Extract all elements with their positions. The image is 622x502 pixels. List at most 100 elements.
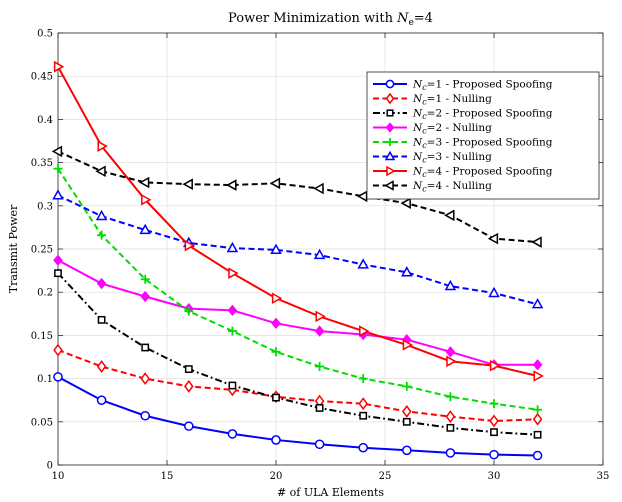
series-1 bbox=[53, 372, 543, 461]
data-point bbox=[531, 236, 542, 248]
legend-label: Nc=4 - Proposed Spoofing bbox=[412, 166, 553, 180]
data-point bbox=[384, 150, 396, 161]
data-point bbox=[53, 343, 63, 357]
data-point bbox=[315, 362, 325, 372]
data-point bbox=[138, 176, 150, 189]
data-point bbox=[489, 414, 499, 428]
legend-item: Nc=2 - Proposed Spoofing bbox=[373, 108, 553, 122]
data-point bbox=[314, 439, 325, 450]
axes: 10 15 20 25 30 35 0 0.05 0.1 0.15 0.2 0.25 0.3 0.35 0.… bbox=[31, 29, 610, 483]
y-tick-label: 0.4 bbox=[37, 115, 53, 126]
series-4 bbox=[53, 254, 543, 371]
chart-title: Power Minimization with Ne=4 bbox=[228, 11, 433, 28]
legend-item: Nc=4 - Proposed Spoofing bbox=[373, 166, 553, 180]
data-point bbox=[226, 241, 239, 253]
data-point bbox=[446, 355, 457, 368]
data-point bbox=[356, 190, 368, 203]
series-8 bbox=[51, 145, 542, 248]
data-point bbox=[402, 339, 414, 351]
legend-item: Nc=4 - Nulling bbox=[373, 180, 492, 194]
data-point bbox=[271, 347, 281, 357]
y-tick-label: 0.5 bbox=[37, 29, 53, 40]
data-point bbox=[184, 365, 193, 373]
data-point bbox=[140, 372, 150, 386]
data-point bbox=[140, 410, 150, 421]
data-point bbox=[358, 374, 368, 384]
data-point bbox=[359, 411, 368, 420]
series-line bbox=[57, 259, 538, 366]
legend-item: Nc=3 - Nulling bbox=[373, 150, 492, 165]
series-line bbox=[57, 66, 538, 377]
y-tick-label: 0.25 bbox=[31, 245, 53, 256]
data-point bbox=[97, 315, 106, 324]
data-point bbox=[140, 290, 151, 303]
x-tick-label: 30 bbox=[488, 471, 501, 482]
y-tick-label: 0.2 bbox=[37, 288, 53, 299]
data-point bbox=[271, 292, 283, 305]
data-point bbox=[489, 449, 499, 460]
y-tick-label: 0.1 bbox=[37, 374, 53, 385]
y-tick-label: 0.35 bbox=[31, 158, 53, 169]
x-tick-label: 20 bbox=[270, 471, 283, 482]
legend-item: Nc=3 - Proposed Spoofing bbox=[373, 137, 553, 150]
data-point bbox=[313, 248, 326, 260]
data-point bbox=[53, 254, 63, 266]
data-point bbox=[385, 79, 395, 89]
data-point bbox=[53, 60, 65, 73]
data-point bbox=[139, 223, 151, 235]
data-point bbox=[228, 381, 237, 390]
data-point bbox=[141, 343, 150, 352]
data-point bbox=[270, 243, 282, 254]
x-tick-label: 15 bbox=[161, 471, 174, 482]
data-point bbox=[97, 230, 107, 240]
legend-item: Nc=1 - Nulling bbox=[373, 92, 492, 107]
data-point bbox=[314, 325, 325, 337]
series-line bbox=[57, 375, 538, 457]
data-point bbox=[182, 178, 193, 190]
y-tick-label: 0.45 bbox=[31, 72, 53, 83]
data-point bbox=[489, 399, 499, 409]
data-point bbox=[384, 180, 394, 191]
data-point bbox=[385, 122, 395, 133]
data-point bbox=[358, 397, 368, 411]
series-line bbox=[57, 272, 538, 436]
data-point bbox=[315, 310, 326, 323]
data-point bbox=[184, 239, 196, 252]
data-point bbox=[141, 193, 152, 206]
data-point bbox=[52, 189, 64, 200]
data-point bbox=[532, 359, 543, 371]
data-point bbox=[386, 109, 394, 117]
data-point bbox=[487, 232, 499, 245]
title-var: N bbox=[396, 11, 409, 26]
data-point bbox=[96, 277, 107, 290]
data-point bbox=[228, 267, 239, 279]
x-axis-label: # of ULA Elements bbox=[277, 486, 384, 499]
data-point bbox=[490, 428, 498, 437]
legend-box bbox=[366, 71, 600, 200]
y-tick-label: 0 bbox=[47, 461, 53, 472]
data-point bbox=[227, 304, 238, 317]
data-point bbox=[386, 138, 394, 146]
data-point bbox=[401, 266, 413, 277]
data-point bbox=[140, 274, 150, 284]
data-point bbox=[531, 298, 544, 309]
series-line bbox=[57, 150, 538, 244]
data-point bbox=[227, 429, 238, 439]
data-point bbox=[489, 359, 501, 372]
legend-label: Nc=2 - Proposed Spoofing bbox=[412, 108, 553, 122]
data-point bbox=[402, 445, 412, 456]
data-point bbox=[445, 448, 456, 458]
data-point bbox=[54, 269, 62, 278]
data-point bbox=[357, 258, 369, 269]
data-point bbox=[315, 404, 324, 412]
series-6 bbox=[52, 189, 544, 309]
legend-label: Nc=1 - Proposed Spoofing bbox=[412, 79, 553, 93]
data-point bbox=[532, 450, 543, 461]
title-prefix: Power Minimization with bbox=[228, 11, 397, 26]
data-point bbox=[385, 92, 395, 105]
series-5 bbox=[53, 164, 543, 415]
title-suffix: =4 bbox=[414, 11, 433, 26]
y-tick-label: 0.15 bbox=[31, 331, 53, 342]
